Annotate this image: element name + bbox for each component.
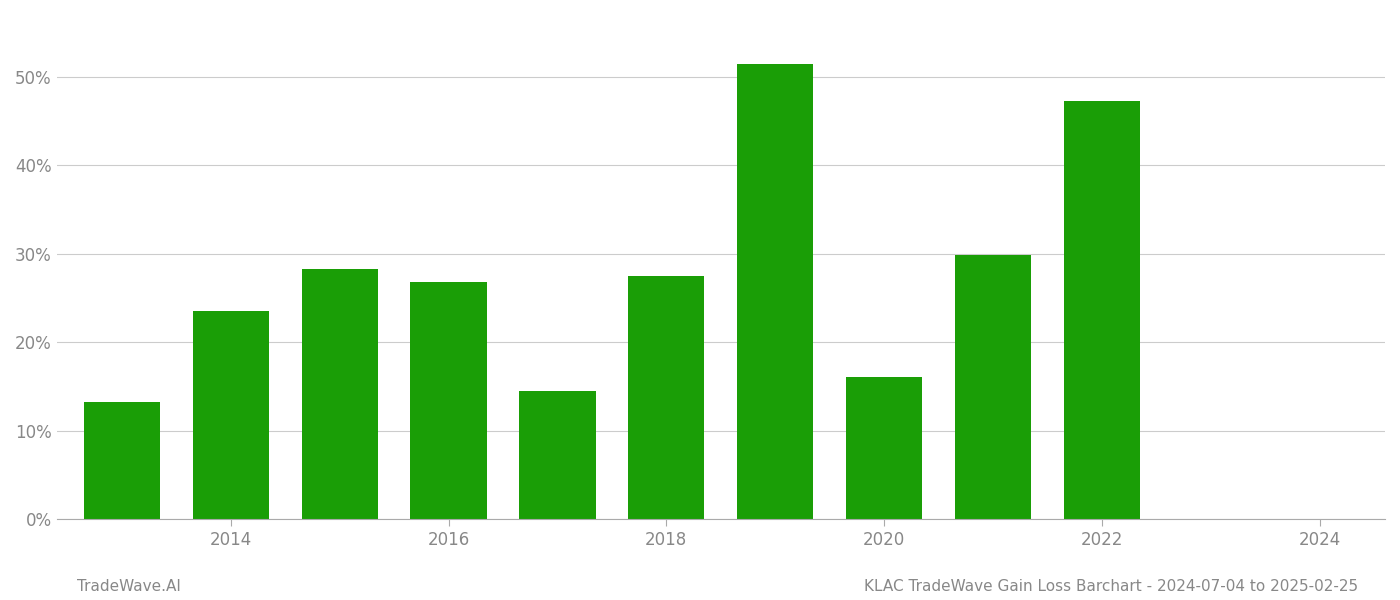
- Text: TradeWave.AI: TradeWave.AI: [77, 579, 181, 594]
- Bar: [301, 269, 378, 519]
- Bar: [1064, 101, 1140, 519]
- Bar: [846, 377, 923, 519]
- Bar: [738, 64, 813, 519]
- Bar: [84, 401, 160, 519]
- Bar: [955, 255, 1032, 519]
- Bar: [193, 311, 269, 519]
- Bar: [629, 276, 704, 519]
- Text: KLAC TradeWave Gain Loss Barchart - 2024-07-04 to 2025-02-25: KLAC TradeWave Gain Loss Barchart - 2024…: [864, 579, 1358, 594]
- Bar: [410, 282, 487, 519]
- Bar: [519, 391, 595, 519]
